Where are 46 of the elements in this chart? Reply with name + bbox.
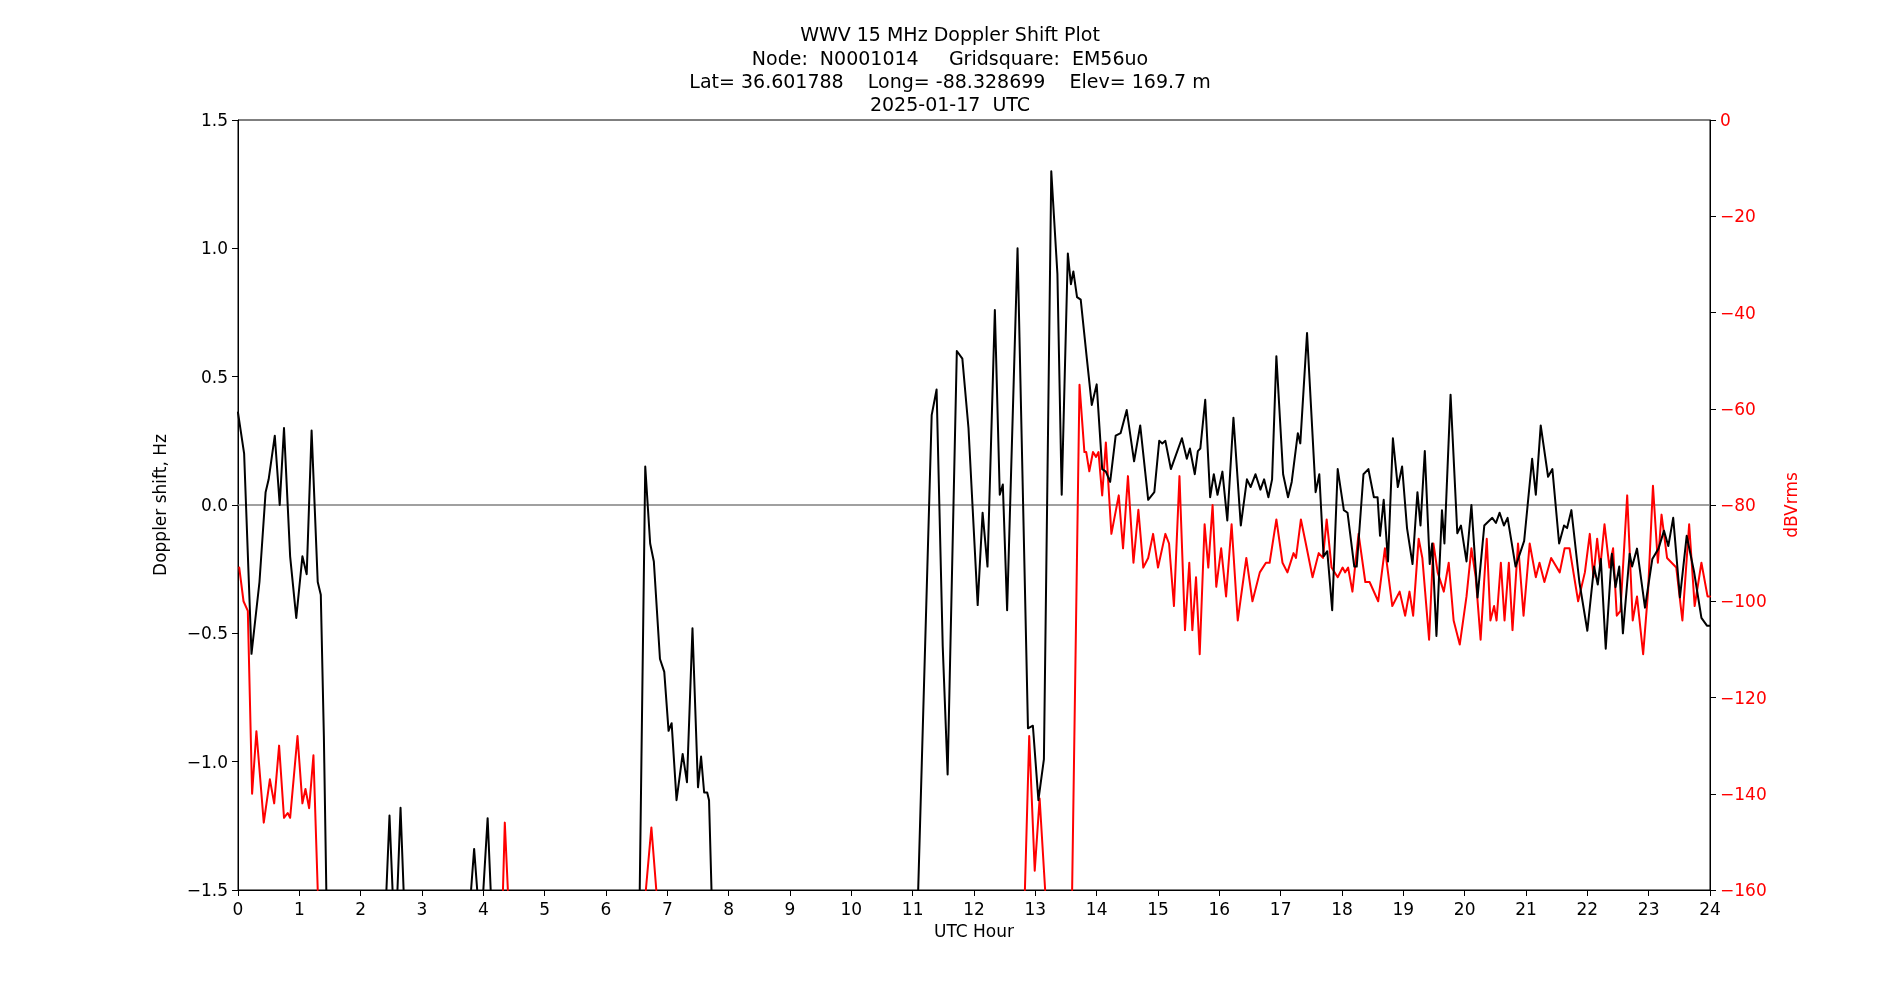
x-tick-label: 5: [539, 898, 551, 919]
y-tick-label: −1.5: [186, 880, 228, 900]
y2-tick-label: −100: [1720, 591, 1767, 612]
y-tick-label: 0.0: [200, 495, 228, 515]
y2-tick-label: −60: [1720, 398, 1756, 419]
x-tick-label: 2: [355, 898, 367, 919]
x-tick-label: 19: [1392, 898, 1415, 919]
x-tick-label: 6: [600, 898, 612, 919]
x-tick-label: 22: [1576, 898, 1599, 919]
y-tick-label: 1.5: [200, 110, 228, 130]
x-tick-label: 12: [963, 898, 985, 919]
y-tick-label: −1.0: [186, 751, 228, 772]
chart-title: WWV 15 MHz Doppler Shift Plot: [800, 22, 1100, 45]
x-tick-label: 20: [1453, 898, 1476, 919]
y-tick-label: 1.0: [200, 238, 228, 259]
x-tick-label: 18: [1331, 898, 1353, 919]
x-tick-label: 8: [723, 898, 735, 919]
x-tick-label: 9: [784, 898, 796, 919]
y2-axis-title: dBVrms: [1780, 472, 1801, 538]
chart-subtitle: Node: N0001014 Gridsquare: EM56uo Lat= 36.601788 Long= -88.328699 Elev= 169.7 m 2025-01-17 UTC: [689, 46, 1211, 115]
y-tick-label: −0.5: [186, 623, 228, 644]
y2-tick-label: −80: [1720, 495, 1756, 515]
x-tick-label: 15: [1147, 898, 1169, 919]
x-tick-label: 1: [293, 898, 305, 919]
x-tick-label: 4: [477, 898, 489, 919]
y2-tick-label: −40: [1720, 302, 1756, 323]
x-axis-title: UTC Hour: [933, 920, 1015, 941]
y-axis-title: Doppler shift, Hz: [149, 433, 170, 576]
x-tick-label: 21: [1515, 898, 1537, 919]
x-tick-label: 7: [661, 898, 673, 919]
x-tick-label: 14: [1085, 898, 1108, 919]
y2-tick-label: 0: [1720, 110, 1731, 130]
y-tick-label: 0.5: [200, 366, 228, 387]
y2-tick-label: −160: [1720, 880, 1767, 900]
x-tick-label: 13: [1024, 898, 1047, 919]
x-tick-label: 0: [232, 898, 244, 919]
y2-tick-label: −20: [1720, 206, 1756, 227]
y2-tick-label: −120: [1720, 687, 1767, 708]
x-tick-label: 24: [1699, 898, 1721, 919]
x-tick-label: 17: [1269, 898, 1292, 919]
x-tick-label: 3: [416, 898, 428, 919]
x-tick-label: 23: [1637, 898, 1660, 919]
y2-tick-label: −140: [1720, 783, 1767, 804]
x-tick-label: 16: [1208, 898, 1231, 919]
x-tick-label: 10: [840, 898, 863, 919]
x-tick-label: 11: [901, 898, 924, 919]
